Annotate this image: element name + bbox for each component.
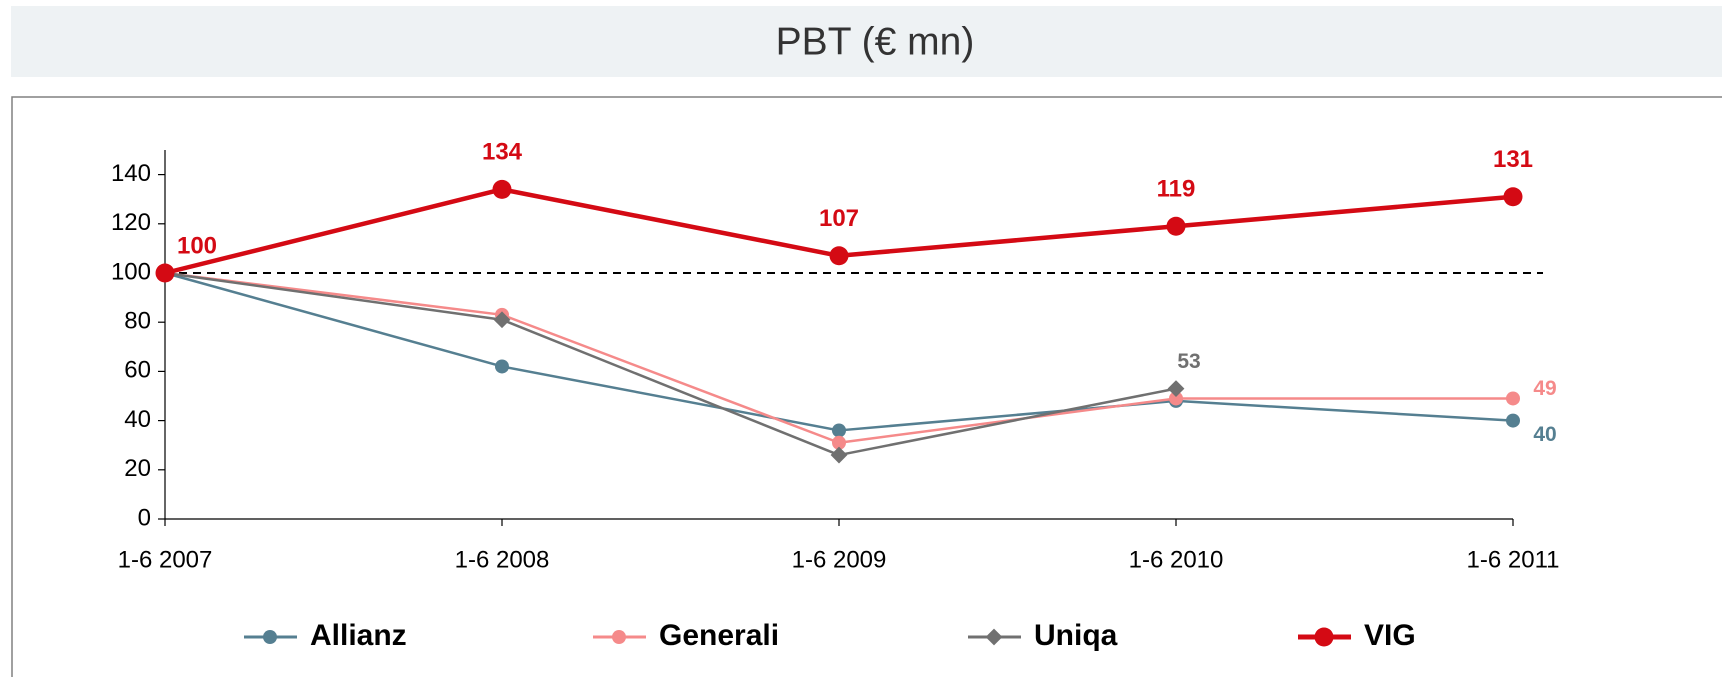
legend-label: VIG <box>1364 619 1416 652</box>
x-tick-label: 1-6 2010 <box>1129 546 1224 573</box>
data-point <box>1167 380 1185 398</box>
data-point <box>829 246 849 266</box>
legend-label: Uniqa <box>1034 619 1118 652</box>
y-tick-label: 100 <box>111 258 151 285</box>
x-tick-label: 1-6 2009 <box>792 546 887 573</box>
chart-title: PBT (€ mn) <box>776 20 975 63</box>
y-tick-label: 0 <box>138 504 151 531</box>
data-point <box>1166 216 1186 236</box>
title-bar <box>11 6 1722 77</box>
data-label: 131 <box>1493 146 1533 173</box>
data-point <box>155 263 175 283</box>
data-point <box>1506 413 1520 428</box>
data-label: 49 <box>1533 377 1556 400</box>
data-label: 40 <box>1533 423 1556 446</box>
data-point <box>1169 391 1183 406</box>
data-label: 107 <box>819 205 859 232</box>
data-point <box>495 359 509 374</box>
series-line <box>164 271 1514 432</box>
legend-marker <box>612 630 626 644</box>
y-tick-label: 20 <box>124 455 151 482</box>
chart-frame <box>11 96 1722 677</box>
x-tick-label: 1-6 2011 <box>1467 546 1560 573</box>
data-label: 100 <box>177 232 217 259</box>
legend-marker <box>1314 627 1334 647</box>
data-point <box>830 446 848 464</box>
data-point <box>832 423 846 438</box>
legend-label: Generali <box>659 619 779 652</box>
data-label: 134 <box>482 139 523 166</box>
x-tick-label: 1-6 2007 <box>118 546 213 573</box>
y-tick-label: 120 <box>111 209 151 236</box>
data-point <box>1503 187 1523 207</box>
x-tick-label: 1-6 2008 <box>455 546 550 573</box>
series-line <box>164 271 1177 457</box>
data-point <box>832 435 846 450</box>
legend-marker <box>985 628 1003 646</box>
y-tick-label: 80 <box>124 308 151 335</box>
data-point <box>492 179 512 199</box>
y-tick-label: 40 <box>124 406 151 433</box>
legend-label: Allianz <box>310 619 407 652</box>
series-line <box>164 271 1513 444</box>
data-point <box>1506 391 1520 406</box>
legend-marker <box>263 630 277 644</box>
y-tick-label: 60 <box>124 357 151 384</box>
data-point <box>493 311 511 329</box>
data-label: 119 <box>1157 176 1196 203</box>
data-label: 53 <box>1177 350 1200 373</box>
y-tick-label: 140 <box>111 160 151 187</box>
